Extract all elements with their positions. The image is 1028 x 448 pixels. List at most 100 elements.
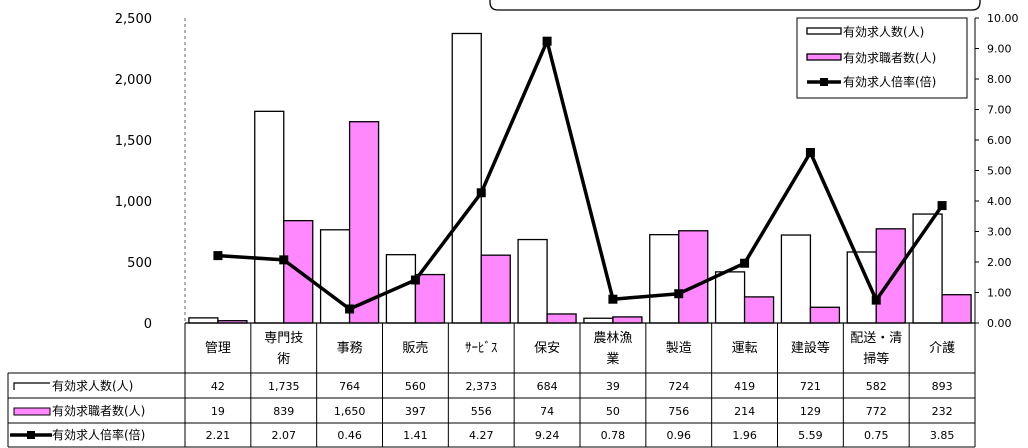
table-cell: 419: [734, 380, 755, 393]
table-cell: 232: [932, 405, 953, 418]
y-left-tick-label: 1,500: [115, 134, 152, 149]
bar-job-openings: [583, 317, 614, 324]
ratio-point: [937, 201, 947, 211]
annotation-frame: [489, 0, 981, 11]
bar-job-openings: [912, 213, 943, 324]
table-cell: 50: [606, 405, 620, 418]
bars: [188, 32, 972, 324]
category-label: 事務: [337, 341, 363, 356]
table-cell: 560: [405, 380, 426, 393]
bar-job-openings: [188, 317, 219, 324]
y-right-tick-label: 7.00: [987, 104, 1012, 117]
table-cell: 2.07: [272, 429, 297, 442]
category-label: 建設等: [791, 340, 830, 356]
row-key-job-openings: [13, 382, 50, 390]
ratio-point: [542, 36, 552, 46]
table-cell: 772: [866, 405, 887, 418]
category-label: 農林漁: [593, 331, 632, 346]
category-label: 専門技: [264, 331, 303, 346]
ratio-line: [213, 36, 947, 314]
bar-job-seekers: [546, 313, 577, 324]
y-right-tick-label: 0.00: [987, 317, 1012, 330]
bar-job-seekers: [875, 228, 906, 324]
y-left-tick-label: 1,000: [115, 195, 152, 210]
ratio-point: [476, 188, 486, 198]
table-cell: 893: [932, 380, 953, 393]
category-label: 介護: [929, 340, 955, 356]
ratio-point: [213, 251, 223, 261]
y-left-tick-label: 2,000: [115, 73, 152, 88]
bar-job-openings: [451, 32, 482, 324]
bar-job-seekers: [941, 294, 972, 324]
y-right-tick-label: 5.00: [987, 165, 1012, 178]
table-cell: 756: [668, 405, 689, 418]
table-cell: 0.75: [864, 429, 889, 442]
category-label: 製造: [666, 341, 692, 356]
legend: 有効求人数(人) 有効求職者数(人) 有効求人倍率(倍): [796, 17, 968, 99]
category-label: 管理: [205, 341, 231, 356]
y-right-tick-label: 6.00: [987, 134, 1012, 147]
y-left-tick-label: 2,500: [115, 12, 152, 27]
row-key-job-seekers: [13, 407, 51, 416]
table-cell: 724: [668, 380, 689, 393]
ratio-line-path: [217, 39, 944, 311]
table-cell: 1,735: [268, 380, 300, 393]
table-cell: 839: [273, 405, 294, 418]
y-right-tick-label: 9.00: [987, 43, 1012, 56]
axes: 0 500 1,000 1,500 2,000 2,500 0.00 1.00 2.00 3.00…: [115, 12, 1019, 332]
ratio-point: [674, 289, 684, 299]
table-cell: 1,650: [334, 405, 366, 418]
ratio-point: [410, 275, 420, 285]
bar-job-openings: [780, 234, 812, 324]
category-label: 術: [277, 352, 290, 367]
table-cell: 42: [211, 380, 225, 393]
bar-job-seekers: [743, 296, 775, 324]
bar-job-seekers: [480, 254, 511, 324]
category-label: ｻｰﾋﾞｽ: [465, 341, 498, 356]
table-cell: 9.24: [535, 429, 560, 442]
ratio-point: [805, 148, 815, 158]
category-label: 掃等: [863, 351, 889, 367]
legend-label: 有効求人倍率(倍): [843, 74, 936, 89]
y-right-tick-label: 3.00: [987, 226, 1012, 239]
y-left-tick-label: 0: [144, 317, 152, 332]
ratio-point: [740, 258, 750, 268]
top-frame: [489, 0, 981, 11]
table-cell: 764: [339, 380, 360, 393]
category-label: 販売: [402, 340, 428, 356]
row-header: 有効求人倍率(倍): [52, 427, 145, 442]
y-right-tick-label: 10.00: [987, 12, 1019, 25]
category-label: 配送・清: [850, 331, 902, 346]
table-cell: 74: [540, 405, 554, 418]
ratio-point: [871, 295, 881, 305]
table-cell: 2.21: [206, 429, 231, 442]
table-cell: 0.46: [337, 429, 362, 442]
bar-job-seekers: [678, 230, 709, 324]
table-cell: 129: [800, 405, 821, 418]
table-cell: 3.85: [930, 429, 955, 442]
ratio-point: [608, 294, 618, 304]
y-right-tick-label: 8.00: [987, 73, 1012, 86]
table-cell: 0.78: [601, 429, 626, 442]
y-right-tick-label: 1.00: [987, 287, 1012, 300]
row-header: 有効求職者数(人): [52, 403, 145, 418]
table-cell: 0.96: [667, 429, 692, 442]
category-label: 運転: [732, 341, 758, 356]
legend-swatch-marker: [820, 78, 828, 86]
table-cell: 556: [471, 405, 492, 418]
bar-job-openings: [254, 110, 285, 324]
table-cell: 2,373: [466, 380, 498, 393]
bar-job-seekers: [612, 316, 643, 324]
row-key-marker: [27, 431, 35, 439]
table-cell: 39: [606, 380, 620, 393]
table-cell: 5.59: [798, 429, 823, 442]
bar-job-openings: [714, 271, 746, 324]
table-cell: 721: [800, 380, 821, 393]
y-right-tick-label: 2.00: [987, 256, 1012, 269]
category-label: 保安: [534, 341, 560, 356]
bar-job-seekers: [348, 121, 380, 324]
legend-swatch-job-openings: [806, 27, 842, 35]
bar-job-openings: [385, 254, 417, 324]
